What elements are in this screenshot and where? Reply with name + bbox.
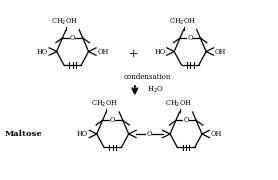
Text: CH$_2$OH: CH$_2$OH: [165, 99, 192, 109]
Text: HO: HO: [77, 130, 88, 138]
Text: H$_2$O: H$_2$O: [147, 85, 164, 95]
Text: O: O: [187, 34, 193, 42]
Text: CH$_2$OH: CH$_2$OH: [91, 99, 118, 109]
Text: O: O: [70, 34, 75, 42]
Text: O: O: [147, 130, 152, 138]
Text: OH: OH: [211, 130, 222, 138]
Text: Maltose: Maltose: [5, 130, 43, 138]
Text: OH: OH: [97, 48, 109, 55]
Text: O: O: [110, 116, 115, 124]
Text: OH: OH: [215, 48, 226, 55]
Text: CH$_2$OH: CH$_2$OH: [169, 16, 196, 27]
Text: +: +: [129, 49, 138, 59]
Text: HO: HO: [154, 48, 165, 55]
Text: O: O: [183, 116, 189, 124]
Text: CH$_2$OH: CH$_2$OH: [51, 16, 78, 27]
Text: HO: HO: [37, 48, 48, 55]
Text: condensation: condensation: [124, 73, 171, 81]
